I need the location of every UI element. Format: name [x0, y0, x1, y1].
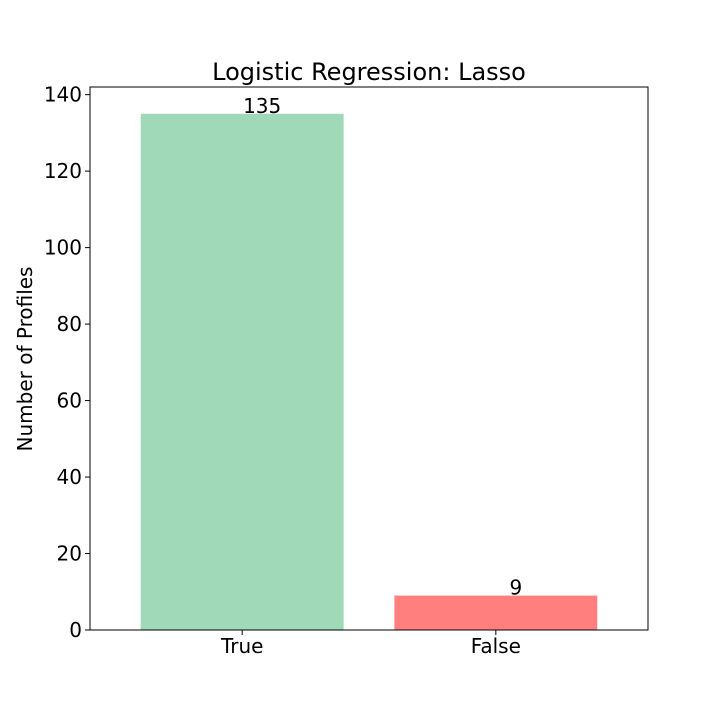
- chart-title: Logistic Regression: Lasso: [212, 58, 526, 86]
- bars-group: [140, 113, 598, 631]
- y-tick-label: 60: [57, 389, 82, 413]
- y-axis-ticks: 0 20 40 60 80 100 120 140: [44, 83, 90, 642]
- y-tick-label: 20: [57, 542, 82, 566]
- data-label-false: 9: [509, 576, 522, 600]
- y-tick-label: 80: [57, 312, 82, 336]
- y-axis-label: Number of Profiles: [13, 267, 37, 452]
- data-label-true: 135: [243, 94, 281, 118]
- plot-frame: [89, 86, 649, 631]
- y-tick-label: 40: [57, 465, 82, 489]
- y-tick-label: 140: [44, 83, 82, 107]
- bar-false: [394, 595, 598, 630]
- x-tick-label: False: [471, 634, 521, 658]
- y-tick-label: 100: [44, 236, 82, 260]
- x-axis-ticks: True False: [220, 630, 521, 658]
- y-tick-label: 0: [69, 618, 82, 642]
- bar-true: [140, 113, 344, 631]
- x-tick-label: True: [220, 634, 263, 658]
- data-labels-group: 135 9: [243, 94, 522, 600]
- y-tick-label: 120: [44, 159, 82, 183]
